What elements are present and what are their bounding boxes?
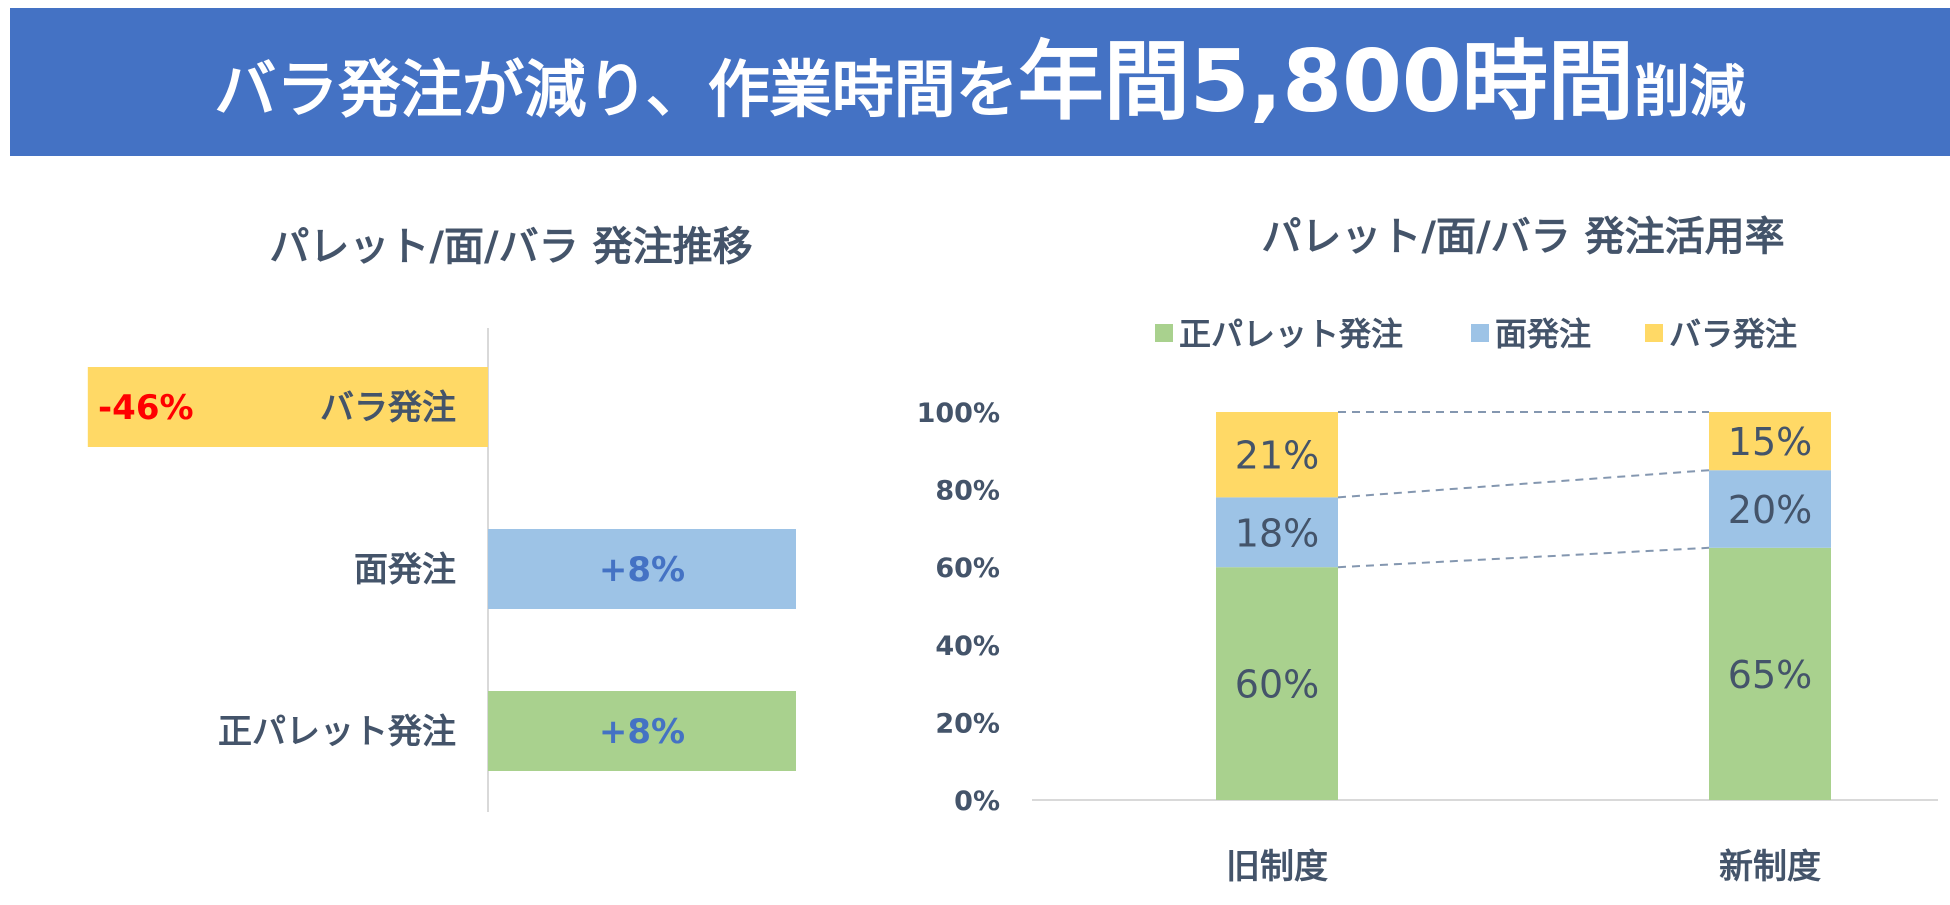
legend-label: 正パレット発注 bbox=[1179, 315, 1403, 353]
title-banner: バラ発注が減り、作業時間を年間5,800時間削減 bbox=[10, 8, 1950, 156]
segment-1-3 bbox=[1216, 412, 1338, 498]
segment-2-3 bbox=[1709, 412, 1831, 471]
page-title: バラ発注が減り、作業時間を年間5,800時間削減 bbox=[214, 39, 1746, 125]
segment-label: 21% bbox=[1235, 434, 1319, 478]
value-label: -46% bbox=[98, 388, 194, 428]
bar-2 bbox=[488, 529, 796, 609]
title-part-1: バラ発注が減り、作業時間を bbox=[214, 53, 1018, 126]
y-tick-label: 40% bbox=[935, 631, 1000, 662]
segment-2-2 bbox=[1709, 470, 1831, 548]
order-usage-chart: パレット/面/バラ 発注活用率 正パレット発注 面発注 バラ発注 0% 20% 40% 6… bbox=[917, 214, 1938, 887]
y-tick-label: 60% bbox=[935, 553, 1000, 584]
value-label: +8% bbox=[599, 712, 685, 752]
series-line bbox=[1337, 546, 1710, 569]
segment-1-2 bbox=[1216, 497, 1338, 568]
legend-label: バラ発注 bbox=[1669, 315, 1797, 353]
order-usage-title: パレット/面/バラ 発注活用率 bbox=[1261, 214, 1784, 260]
segment-label: 65% bbox=[1728, 653, 1812, 697]
category-label: 面発注 bbox=[354, 550, 456, 590]
legend-swatch bbox=[1471, 324, 1489, 342]
title-highlight: 年間5,800時間 bbox=[1017, 32, 1634, 132]
segment-label: 60% bbox=[1235, 663, 1319, 707]
segment-1-1 bbox=[1216, 567, 1338, 800]
legend: 正パレット発注 面発注 バラ発注 bbox=[1155, 315, 1797, 353]
legend-swatch bbox=[1155, 324, 1173, 342]
category-label: 新制度 bbox=[1719, 847, 1821, 887]
order-trend-chart: パレット/面/バラ 発注推移 バラ発注 -46% 面発注 +8% 正パレット発注 +8% bbox=[87, 224, 796, 812]
segment-label: 20% bbox=[1728, 488, 1812, 532]
y-tick-label: 20% bbox=[935, 708, 1000, 739]
category-label: バラ発注 bbox=[320, 388, 456, 428]
series-lines bbox=[1337, 411, 1710, 569]
legend-swatch bbox=[1645, 324, 1663, 342]
order-trend-title: パレット/面/バラ 発注推移 bbox=[269, 224, 752, 270]
legend-label: 面発注 bbox=[1495, 315, 1591, 353]
category-label: 旧制度 bbox=[1226, 847, 1328, 887]
title-part-3: 削減 bbox=[1633, 60, 1746, 125]
bar-1 bbox=[87, 367, 489, 447]
bar-3 bbox=[488, 691, 796, 771]
series-line bbox=[1337, 469, 1710, 499]
segment-2-1 bbox=[1709, 547, 1831, 800]
category-label: 正パレット発注 bbox=[218, 712, 456, 752]
y-tick-label: 0% bbox=[954, 786, 1000, 817]
y-tick-label: 80% bbox=[935, 476, 1000, 507]
segment-label: 15% bbox=[1728, 420, 1812, 464]
segment-label: 18% bbox=[1235, 511, 1319, 555]
value-label: +8% bbox=[599, 550, 685, 590]
y-tick-label: 100% bbox=[917, 398, 1000, 429]
y-axis: 0% 20% 40% 60% 80% 100% bbox=[917, 398, 1000, 817]
